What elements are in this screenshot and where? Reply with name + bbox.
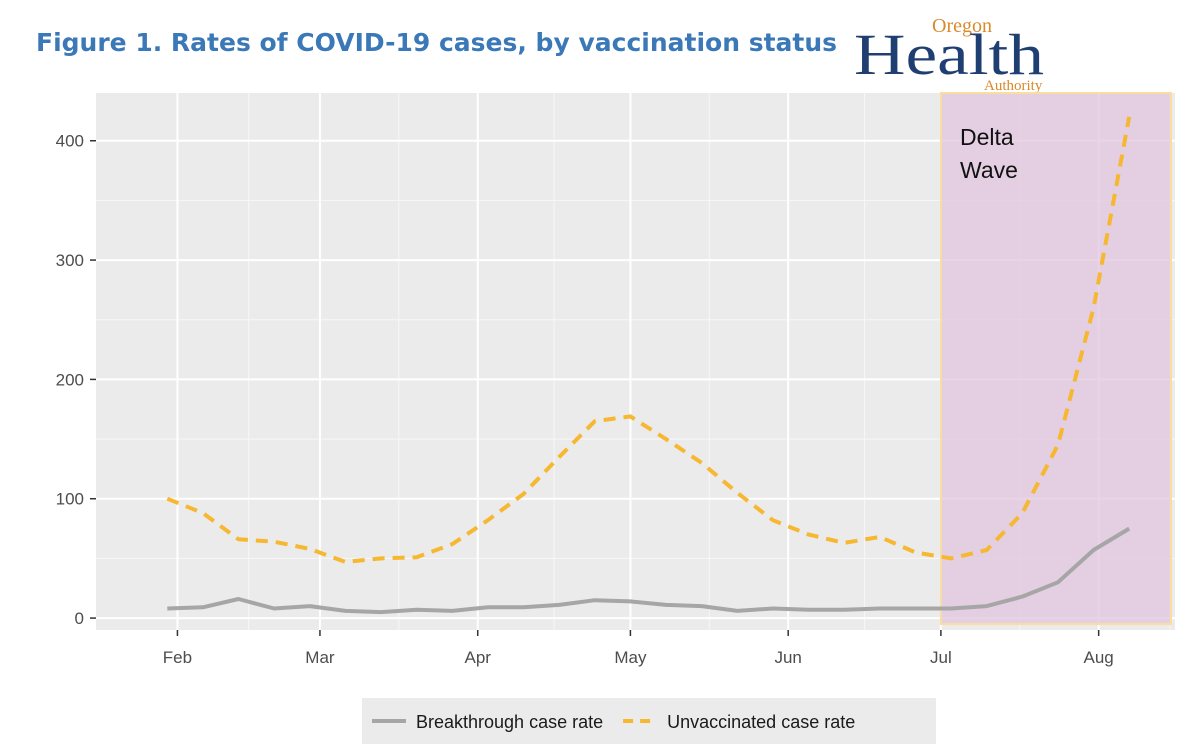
delta-wave-annotation: Delta Wave [960,124,1018,183]
x-tick-label: Aug [1084,648,1114,667]
legend-label: Unvaccinated case rate [667,712,855,732]
x-tick-label: Apr [464,648,491,667]
axes: 0 100 200 300 400 Feb Mar Apr May Jun Jul Aug [56,132,1114,667]
x-tick-label: Feb [163,648,192,667]
y-tick-label: 0 [75,609,84,628]
series-line-breakthrough-case-rate [167,526,1131,615]
delta-wave-label-line2: Wave [960,157,1018,183]
logo-health-text: Health [854,22,1044,87]
figure-title: Figure 1. Rates of COVID-19 cases, by va… [36,28,838,57]
y-tick-label: 100 [56,490,84,509]
y-tick-label: 400 [56,132,84,151]
series-lines [166,116,1132,615]
legend: Breakthrough case rate Unvaccinated case … [362,698,936,744]
delta-wave-label-line1: Delta [960,124,1014,150]
y-tick-label: 200 [56,370,84,389]
logo-authority-text: Authority [984,78,1043,94]
oregon-health-authority-logo: Oregon Health Authority [854,15,1044,94]
x-tick-label: Jul [930,648,952,667]
x-tick-label: Mar [305,648,335,667]
delta-wave-region [939,92,1173,626]
legend-label: Breakthrough case rate [416,712,603,732]
x-tick-label: Jun [774,648,801,667]
x-tick-label: May [614,648,647,667]
delta-wave-shaded-rect [939,92,1173,626]
y-tick-label: 300 [56,251,84,270]
series-line-unvaccinated-case-rate [166,116,1132,564]
logo-oregon-text: Oregon [932,15,992,37]
